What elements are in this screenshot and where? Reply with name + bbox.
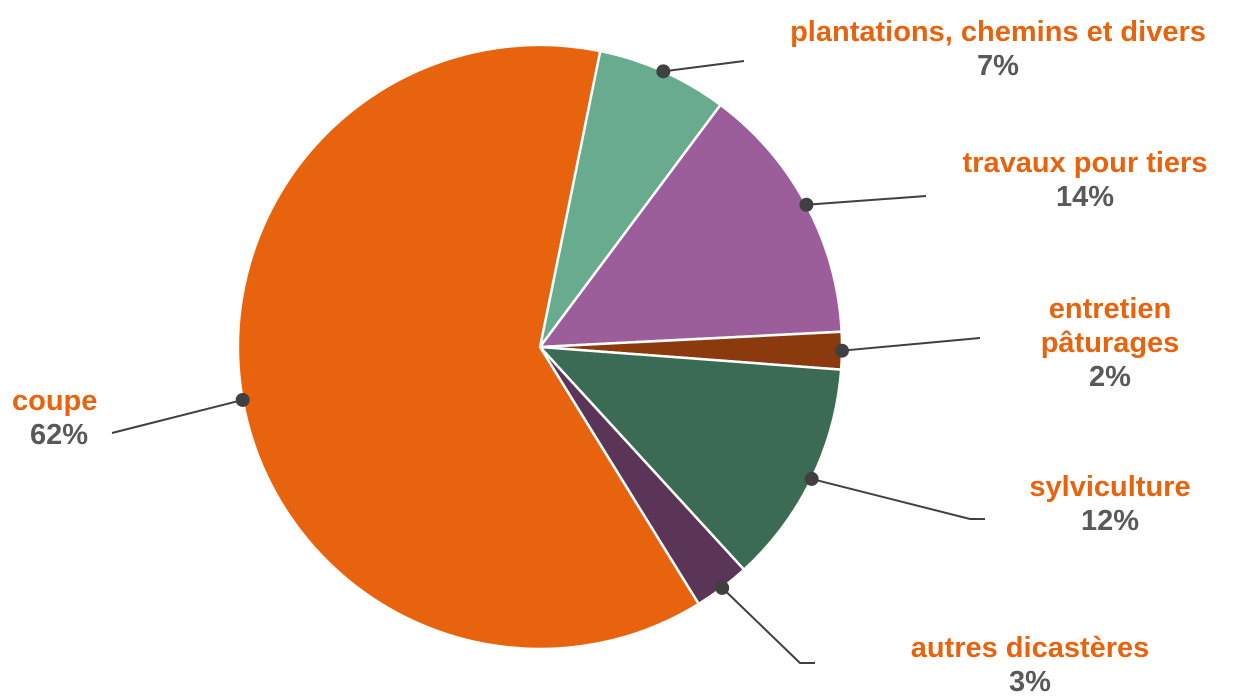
slice-value-entretien-paturages: 2% [1089, 361, 1131, 393]
leader-line-plantations-chemins-et-divers [663, 60, 745, 73]
leader-dot-sylviculture [804, 471, 819, 486]
leader-dot-entretien-paturages [834, 343, 849, 358]
leader-dot-plantations-chemins-et-divers [656, 64, 671, 79]
leader-line-autres-dicasteres [721, 587, 815, 664]
leader-dot-coupe [235, 392, 250, 407]
slice-value-travaux-pour-tiers: 14% [1056, 181, 1114, 213]
leader-lines [111, 60, 985, 664]
leader-dot-travaux-pour-tiers [799, 197, 814, 212]
slice-label-coupe: coupe [12, 385, 97, 417]
leader-line-entretien-paturages [841, 337, 981, 352]
slice-label-plantations-chemins-et-divers: plantations, chemins et divers [790, 16, 1206, 48]
slice-value-plantations-chemins-et-divers: 7% [977, 50, 1019, 82]
slice-label-travaux-pour-tiers: travaux pour tiers [963, 147, 1208, 179]
leader-dot-autres-dicasteres [715, 580, 730, 595]
leader-line-sylviculture [811, 477, 985, 520]
pie-slices [236, 43, 844, 651]
leader-line-travaux-pour-tiers [806, 195, 927, 206]
slice-value-coupe: 62% [30, 419, 88, 451]
slice-value-autres-dicasteres: 3% [1009, 666, 1051, 698]
slice-label-entretien-paturages-line-1: entretien [1049, 293, 1171, 325]
slice-label-autres-dicasteres: autres dicastères [911, 632, 1150, 664]
leader-line-coupe [111, 398, 243, 434]
slice-label-sylviculture: sylviculture [1029, 471, 1190, 503]
slice-label-entretien-paturages-line-2: pâturages [1041, 327, 1180, 359]
slice-value-sylviculture: 12% [1081, 505, 1139, 537]
